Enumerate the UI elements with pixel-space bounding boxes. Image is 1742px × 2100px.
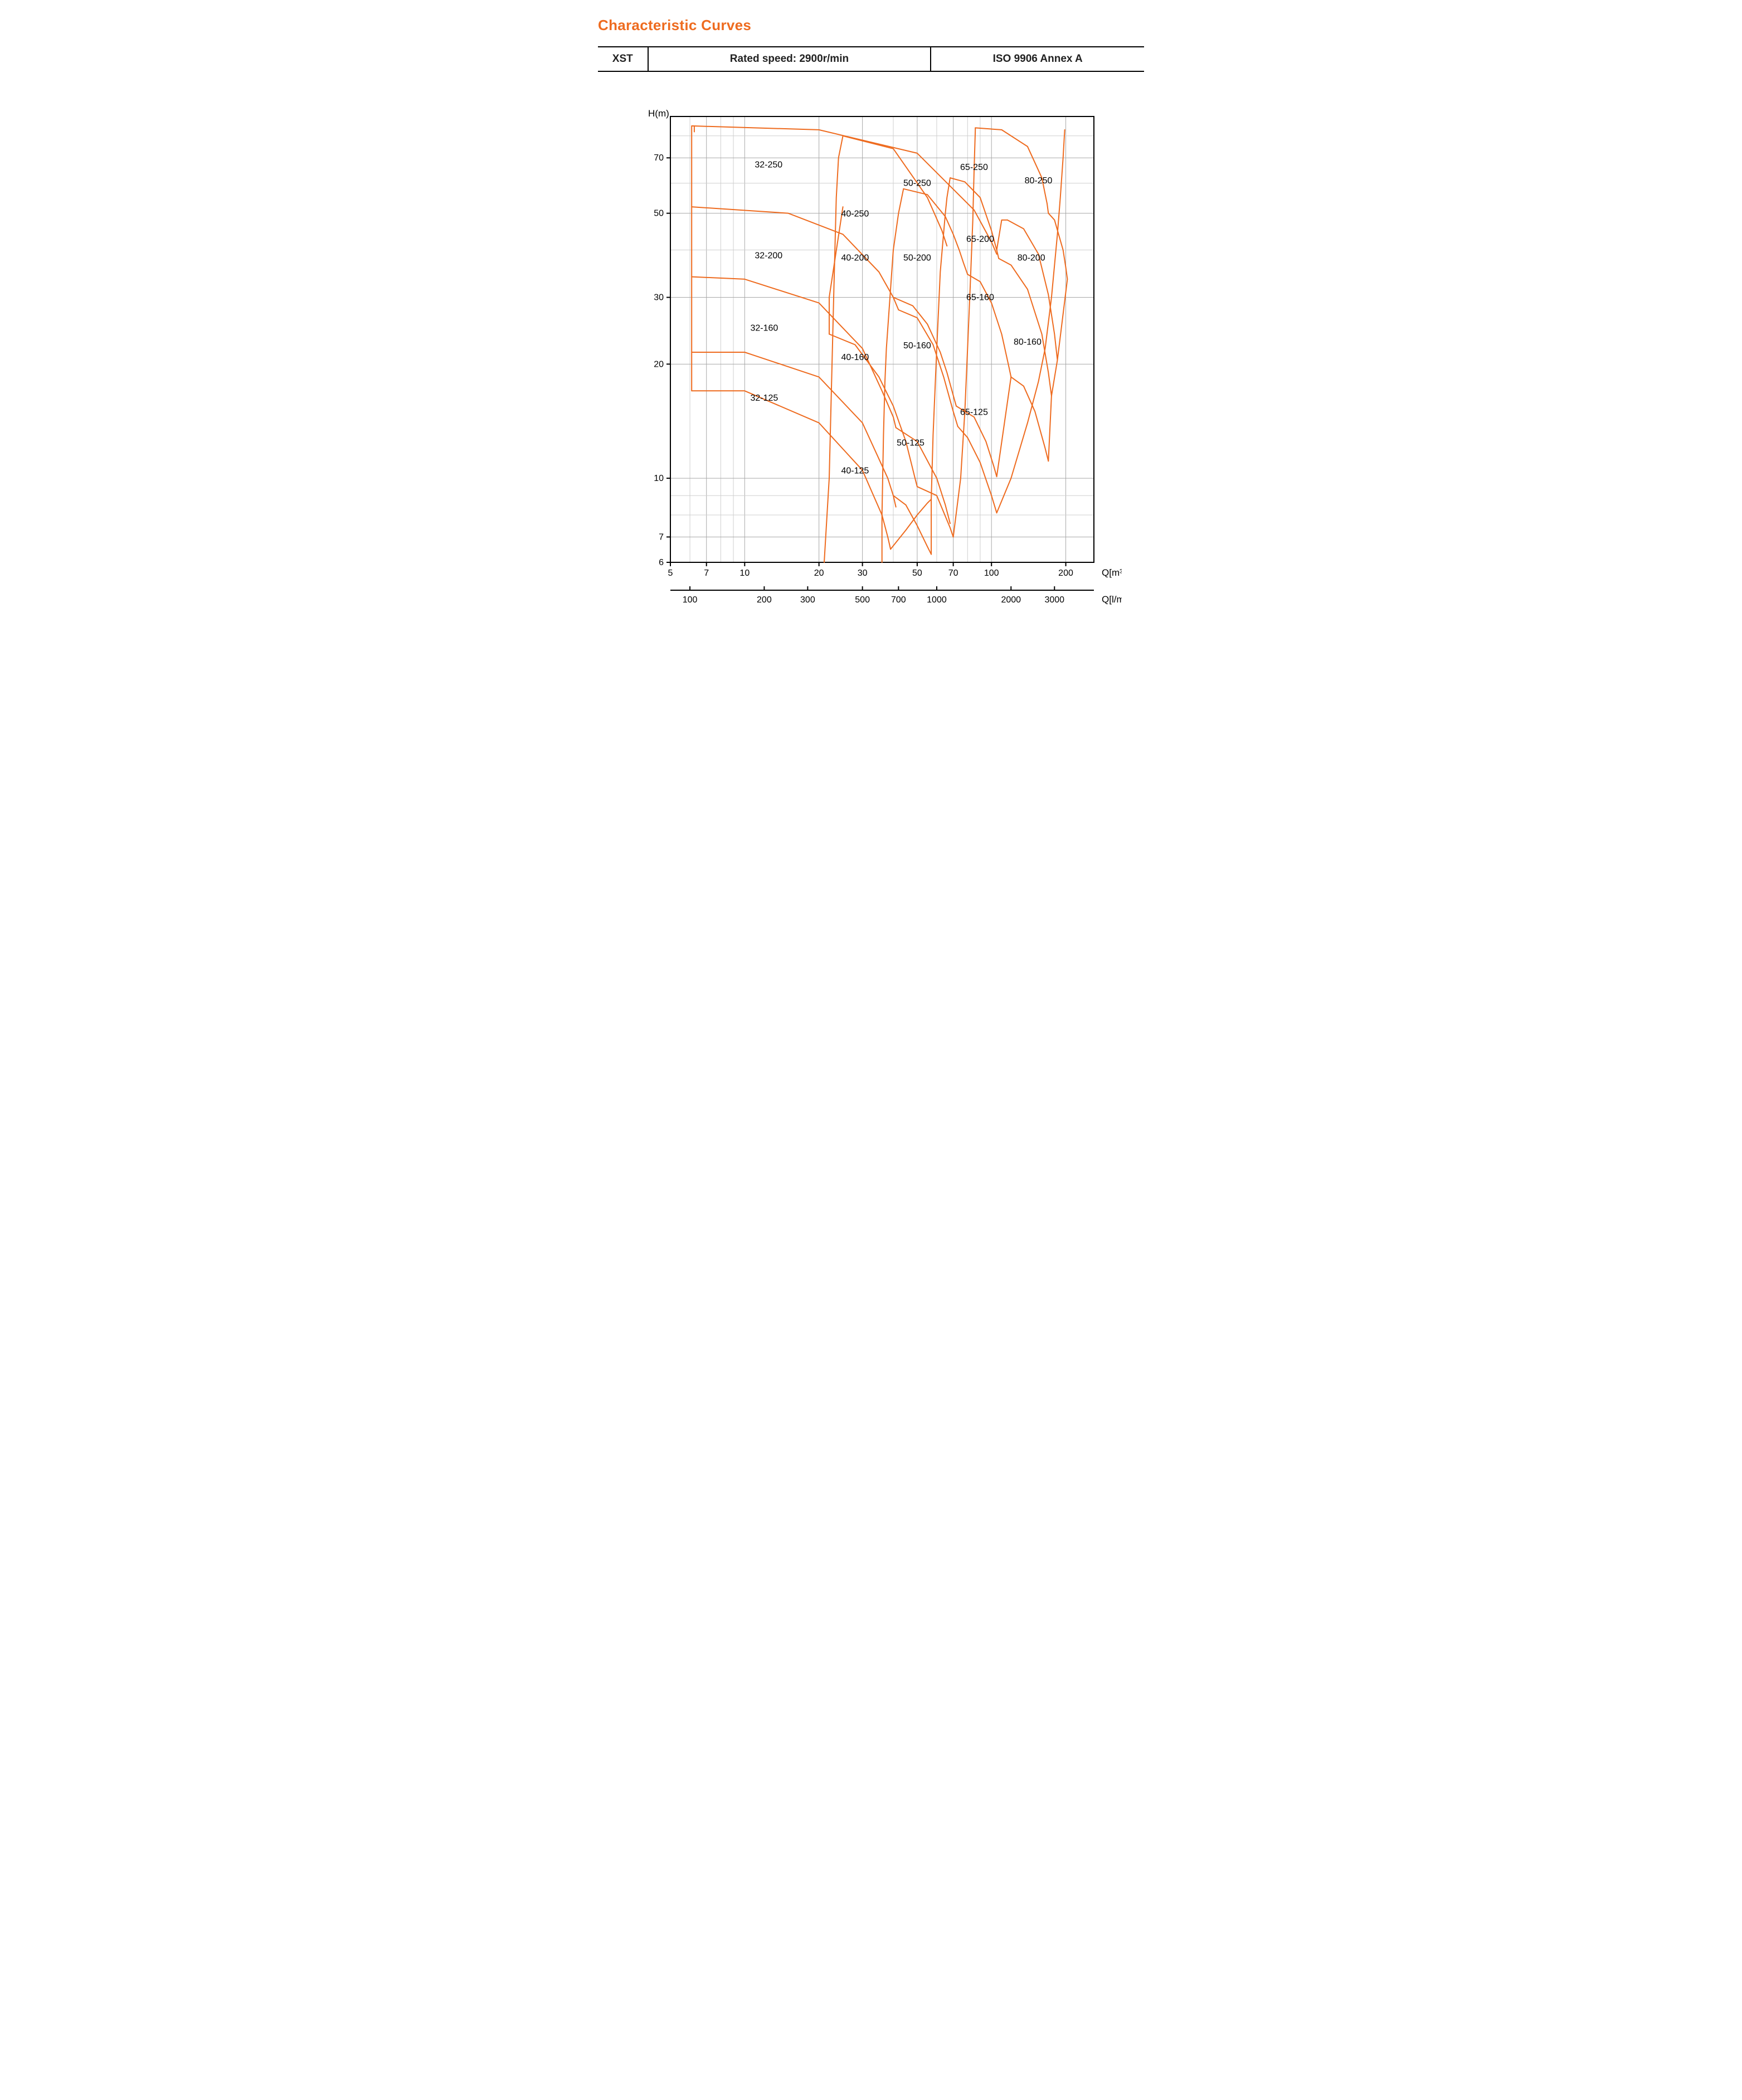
svg-text:7: 7	[659, 532, 664, 542]
header-table: XST Rated speed: 2900r/min ISO 9906 Anne…	[598, 46, 1144, 72]
svg-text:10: 10	[654, 474, 664, 483]
region-label: 32-125	[750, 393, 778, 403]
region-label: 65-125	[960, 407, 988, 417]
svg-text:50: 50	[654, 209, 664, 218]
svg-text:50: 50	[912, 568, 922, 578]
svg-text:20: 20	[654, 359, 664, 369]
region-label: 50-160	[903, 341, 931, 351]
region-label: 50-250	[903, 179, 931, 188]
svg-text:200: 200	[757, 595, 772, 605]
svg-text:100: 100	[984, 568, 999, 578]
svg-text:1000: 1000	[927, 595, 947, 605]
svg-text:Q[m³/h]: Q[m³/h]	[1102, 567, 1122, 578]
region-label: 40-160	[841, 353, 869, 362]
svg-text:70: 70	[654, 153, 664, 163]
svg-text:30: 30	[654, 293, 664, 303]
region-label: 80-250	[1025, 176, 1053, 186]
header-cell-iso: ISO 9906 Annex A	[931, 47, 1144, 71]
svg-text:2000: 2000	[1001, 595, 1021, 605]
svg-text:H(m): H(m)	[648, 108, 669, 119]
region-label: 32-160	[750, 323, 778, 333]
svg-text:5: 5	[668, 568, 673, 578]
region-label: 65-250	[960, 163, 988, 172]
characteristic-curves-chart: 6 7 10 20 30 50 70 H(m) 5 7 10 20 30 50 70 100 200 Q[m³/h…	[620, 105, 1122, 624]
svg-text:700: 700	[891, 595, 906, 605]
svg-text:30: 30	[858, 568, 868, 578]
svg-text:7: 7	[704, 568, 709, 578]
region-label: 50-200	[903, 254, 931, 263]
region-label: 65-160	[966, 293, 994, 303]
page-title: Characteristic Curves	[598, 17, 1144, 34]
svg-text:200: 200	[1058, 568, 1073, 578]
svg-text:100: 100	[683, 595, 698, 605]
region-label: 40-250	[841, 210, 869, 219]
svg-text:300: 300	[800, 595, 815, 605]
header-cell-model: XST	[598, 47, 648, 71]
region-label: 32-250	[755, 161, 782, 170]
svg-text:10: 10	[739, 568, 750, 578]
region-label: 40-125	[841, 466, 869, 475]
region-label: 50-125	[897, 438, 924, 448]
region-label: 65-200	[966, 235, 994, 244]
svg-text:70: 70	[948, 568, 958, 578]
svg-text:6: 6	[659, 558, 664, 567]
header-cell-speed: Rated speed: 2900r/min	[648, 47, 931, 71]
region-label: 80-160	[1014, 338, 1042, 347]
svg-text:3000: 3000	[1044, 595, 1064, 605]
svg-text:20: 20	[814, 568, 824, 578]
svg-text:Q[l/min]: Q[l/min]	[1102, 594, 1122, 605]
svg-text:500: 500	[855, 595, 870, 605]
region-label: 80-200	[1018, 254, 1045, 263]
region-label: 32-200	[755, 251, 782, 261]
region-label: 40-200	[841, 254, 869, 263]
